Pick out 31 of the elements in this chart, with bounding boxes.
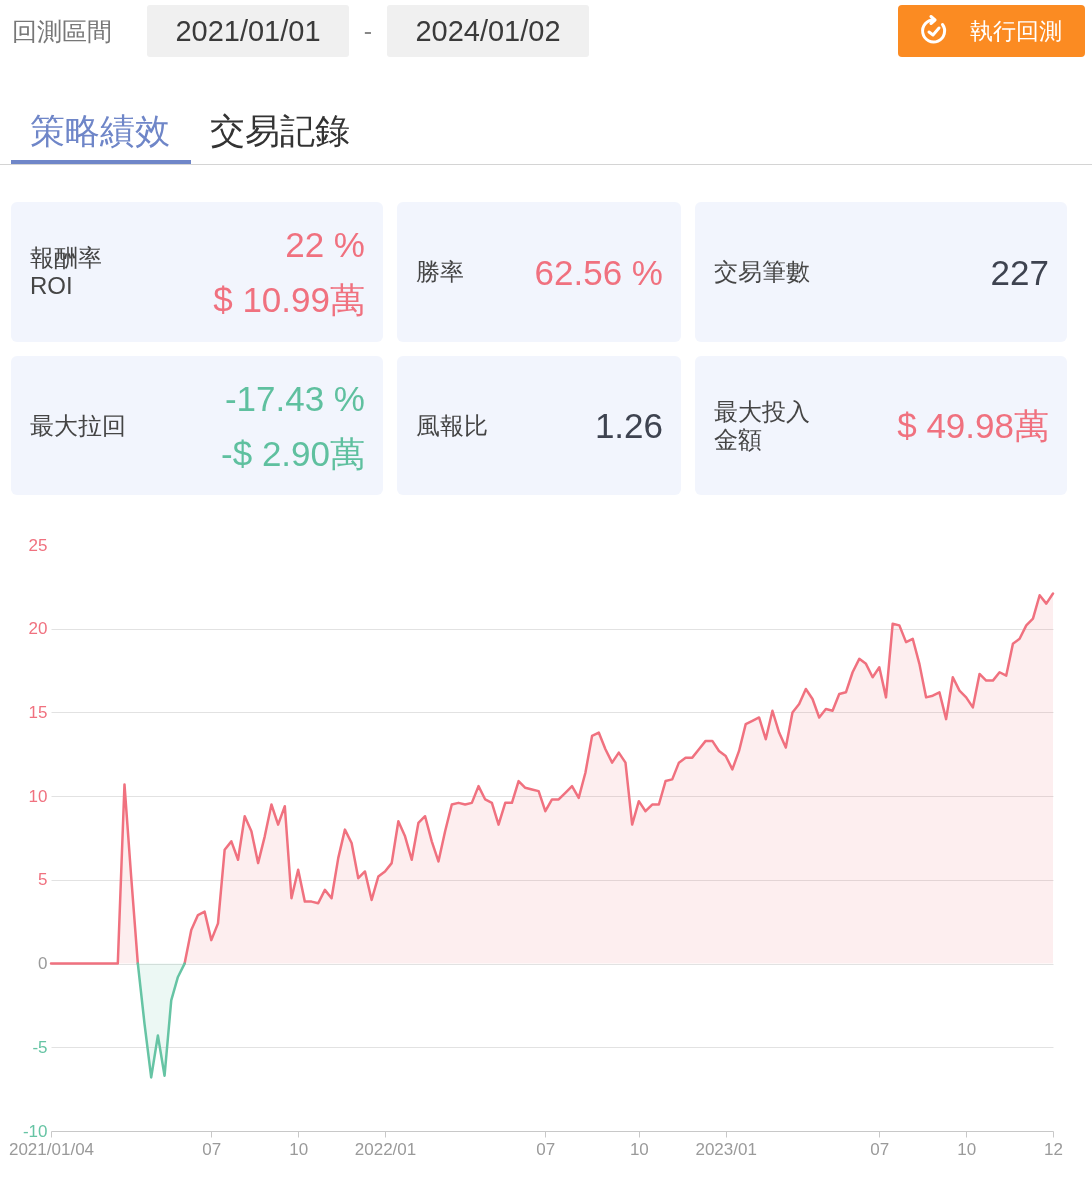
y-tick-label: 0 bbox=[38, 953, 48, 973]
x-tick-label: 10 bbox=[629, 1139, 649, 1158]
text: 回測區間 bbox=[12, 16, 112, 47]
y-tick-label: 5 bbox=[38, 869, 48, 889]
stat-card: 報酬率 ROI 22 % $ 10.99萬 bbox=[11, 202, 383, 342]
y-tick-label: 15 bbox=[28, 702, 48, 722]
x-tick-label: 07 bbox=[870, 1139, 890, 1158]
x-tick-label: 10 bbox=[957, 1139, 977, 1158]
date-field: 2024/01/02 bbox=[387, 5, 589, 57]
date-field: 2021/01/01 bbox=[147, 5, 349, 57]
stat-card: 勝率 62.56 % bbox=[397, 202, 681, 342]
stat-card: 最大投入金額 $ 49.98萬 bbox=[695, 356, 1067, 495]
x-tick-label: 07 bbox=[536, 1139, 556, 1158]
text: 交易記錄 bbox=[210, 110, 350, 152]
x-tick-label: 2022/01 bbox=[354, 1139, 417, 1158]
y-tick-label: 10 bbox=[28, 786, 48, 806]
x-tick-label: 07 bbox=[202, 1139, 222, 1158]
text: 策略績效 bbox=[30, 110, 170, 152]
text: - bbox=[362, 16, 374, 47]
stat-card: 交易筆數 227 bbox=[695, 202, 1067, 342]
y-tick-label: 25 bbox=[28, 535, 48, 554]
stat-card: 風報比 1.26 bbox=[397, 356, 681, 495]
y-tick-label: 20 bbox=[28, 618, 48, 638]
y-tick-label: -10 bbox=[22, 1121, 48, 1140]
x-tick-label: 2021/01/04 bbox=[8, 1139, 95, 1158]
stat-card: 最大拉回 -17.43 % -$ 2.90萬 bbox=[11, 356, 383, 495]
x-tick-label: 12 bbox=[1044, 1139, 1063, 1158]
button: 執行回測 bbox=[898, 5, 1085, 57]
y-tick-label: -5 bbox=[32, 1037, 48, 1057]
x-tick-label: 2023/01 bbox=[695, 1139, 757, 1158]
x-tick-label: 10 bbox=[289, 1139, 309, 1158]
